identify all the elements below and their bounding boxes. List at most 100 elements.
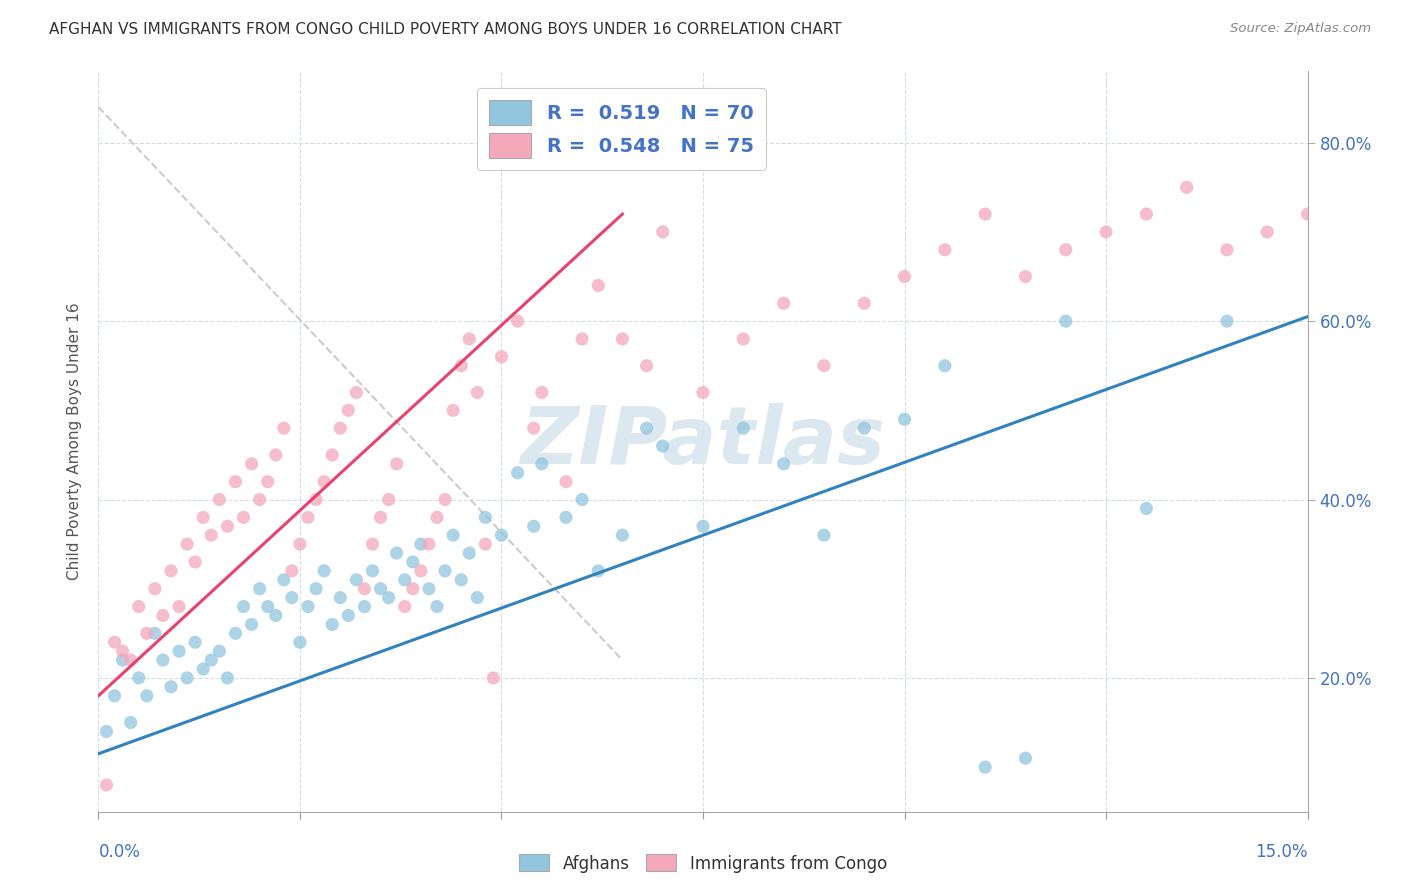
Point xyxy=(418,582,440,596)
Point xyxy=(264,608,287,623)
Point xyxy=(555,475,578,489)
Point xyxy=(297,599,319,614)
Point xyxy=(651,439,673,453)
Point xyxy=(370,510,392,524)
Point xyxy=(120,715,142,730)
Point xyxy=(143,626,166,640)
Point xyxy=(337,403,360,417)
Point xyxy=(434,564,457,578)
Point xyxy=(152,653,174,667)
Point xyxy=(249,492,271,507)
Point xyxy=(409,564,432,578)
Point xyxy=(426,510,449,524)
Point xyxy=(353,582,375,596)
Point xyxy=(337,608,360,623)
Point xyxy=(523,421,546,435)
Point xyxy=(152,608,174,623)
Point xyxy=(200,653,222,667)
Point xyxy=(224,475,246,489)
Point xyxy=(96,778,118,792)
Point xyxy=(240,617,263,632)
Point xyxy=(450,573,472,587)
Point xyxy=(853,296,876,310)
Point xyxy=(288,537,311,551)
Point xyxy=(394,599,416,614)
Point xyxy=(321,448,343,462)
Point xyxy=(934,359,956,373)
Point xyxy=(1014,751,1036,765)
Text: 15.0%: 15.0% xyxy=(1256,843,1308,861)
Point xyxy=(329,591,352,605)
Point xyxy=(418,537,440,551)
Point xyxy=(167,599,190,614)
Point xyxy=(167,644,190,658)
Point xyxy=(491,350,513,364)
Point xyxy=(103,635,125,649)
Point xyxy=(434,492,457,507)
Point xyxy=(200,528,222,542)
Point xyxy=(612,332,634,346)
Point xyxy=(111,653,134,667)
Point xyxy=(329,421,352,435)
Point xyxy=(1216,314,1239,328)
Point xyxy=(385,457,408,471)
Point xyxy=(281,591,304,605)
Point xyxy=(224,626,246,640)
Point xyxy=(135,626,157,640)
Point xyxy=(143,582,166,596)
Point xyxy=(813,359,835,373)
Point xyxy=(1256,225,1278,239)
Text: 0.0%: 0.0% xyxy=(98,843,141,861)
Point xyxy=(361,564,384,578)
Point xyxy=(612,528,634,542)
Point xyxy=(458,332,481,346)
Point xyxy=(1135,501,1157,516)
Y-axis label: Child Poverty Among Boys Under 16: Child Poverty Among Boys Under 16 xyxy=(67,302,83,581)
Point xyxy=(232,510,254,524)
Point xyxy=(530,457,553,471)
Point xyxy=(321,617,343,632)
Point xyxy=(555,510,578,524)
Point xyxy=(264,448,287,462)
Point xyxy=(458,546,481,560)
Point xyxy=(176,537,198,551)
Point xyxy=(482,671,505,685)
Point xyxy=(733,332,755,346)
Point xyxy=(491,528,513,542)
Point xyxy=(305,492,328,507)
Point xyxy=(465,385,488,400)
Point xyxy=(974,760,997,774)
Point xyxy=(135,689,157,703)
Point xyxy=(1014,269,1036,284)
Text: ZIPatlas: ZIPatlas xyxy=(520,402,886,481)
Point xyxy=(934,243,956,257)
Text: AFGHAN VS IMMIGRANTS FROM CONGO CHILD POVERTY AMONG BOYS UNDER 16 CORRELATION CH: AFGHAN VS IMMIGRANTS FROM CONGO CHILD PO… xyxy=(49,22,842,37)
Point xyxy=(402,582,425,596)
Point xyxy=(571,492,593,507)
Point xyxy=(208,492,231,507)
Point xyxy=(636,359,658,373)
Point xyxy=(772,296,794,310)
Point xyxy=(465,591,488,605)
Point xyxy=(256,599,278,614)
Point xyxy=(120,653,142,667)
Point xyxy=(344,573,367,587)
Point xyxy=(772,457,794,471)
Point xyxy=(1135,207,1157,221)
Point xyxy=(353,599,375,614)
Point xyxy=(288,635,311,649)
Point xyxy=(1216,243,1239,257)
Point xyxy=(450,359,472,373)
Point xyxy=(377,492,399,507)
Point xyxy=(474,510,496,524)
Point xyxy=(297,510,319,524)
Point xyxy=(377,591,399,605)
Point xyxy=(128,599,150,614)
Point xyxy=(370,582,392,596)
Point xyxy=(273,421,295,435)
Point xyxy=(305,582,328,596)
Point xyxy=(426,599,449,614)
Point xyxy=(256,475,278,489)
Point xyxy=(128,671,150,685)
Point xyxy=(344,385,367,400)
